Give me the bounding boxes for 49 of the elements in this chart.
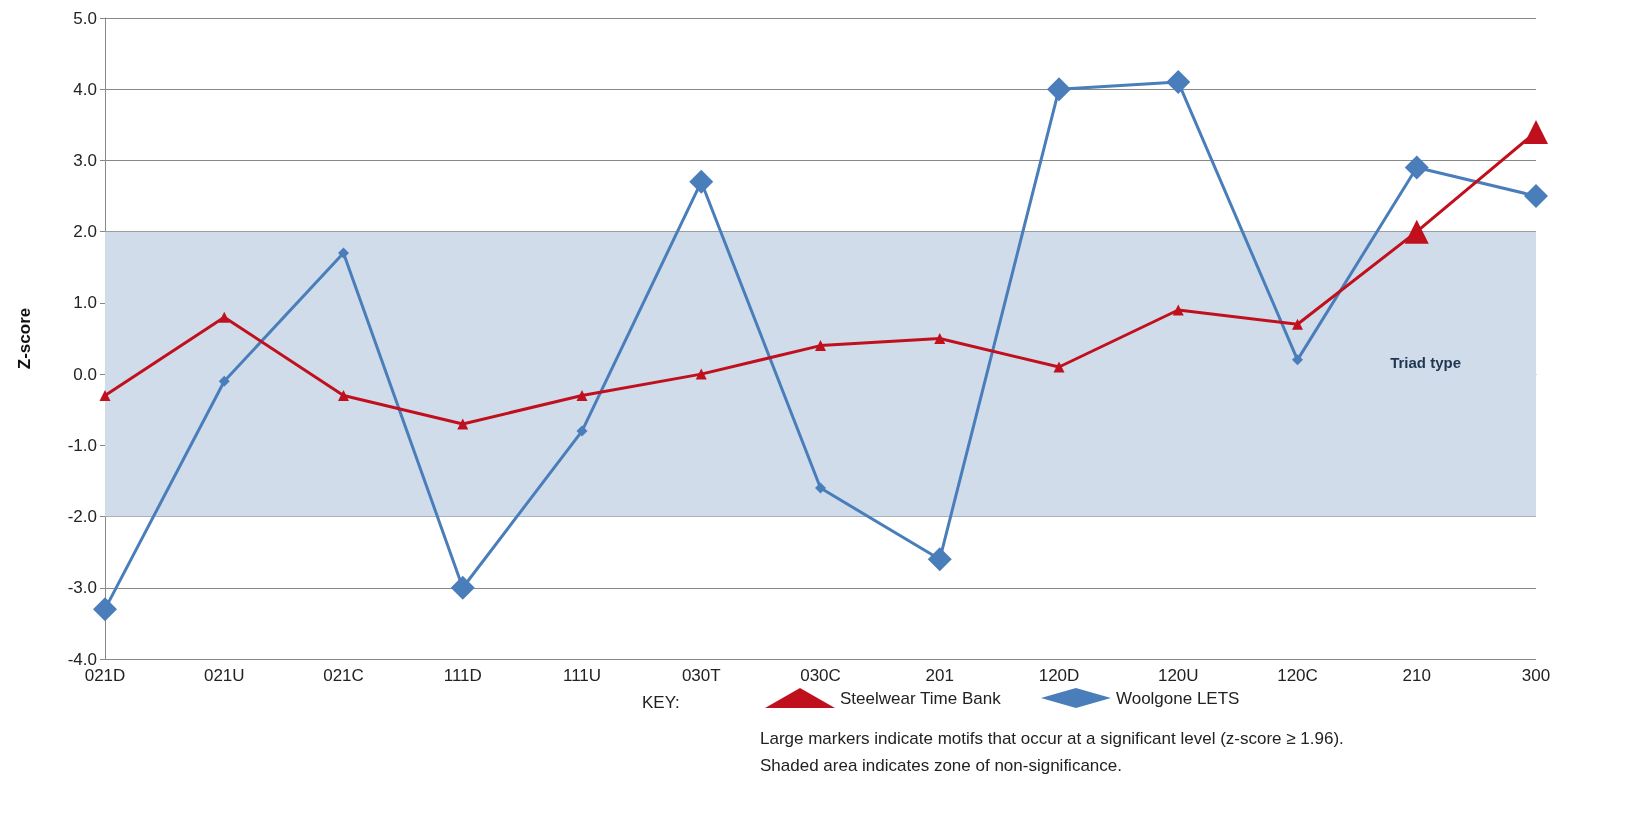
x-tick-label: 021C — [323, 666, 364, 685]
y-tick-label: 5.0 — [73, 8, 97, 28]
point — [93, 597, 117, 622]
y-tick-label: -2.0 — [67, 507, 97, 527]
x-tick-label: 030C — [800, 666, 841, 685]
point — [695, 368, 707, 380]
y-tick-label: 4.0 — [73, 79, 97, 99]
point — [99, 389, 111, 401]
point — [1524, 184, 1548, 209]
point — [815, 340, 826, 352]
x-tick-label: 210 — [1402, 666, 1431, 685]
point — [1047, 77, 1071, 102]
point — [1166, 70, 1191, 95]
x-tick-label: 111U — [562, 666, 602, 685]
x-tick-label: 030T — [681, 666, 721, 685]
point — [457, 418, 469, 430]
point — [1053, 361, 1065, 373]
x-tick-label: 201 — [925, 666, 954, 685]
point — [338, 389, 349, 401]
x-tick-label: 111D — [443, 666, 482, 685]
y-tick-label: 3.0 — [73, 150, 97, 170]
legend-label: Steelwear Time Bank — [840, 688, 1002, 708]
text: Shaded area indicates zone of non-significance. — [760, 756, 1122, 775]
point — [689, 169, 714, 194]
point — [1292, 318, 1303, 330]
x-tick-label: 300 — [1521, 666, 1551, 685]
x-axis-title: Triad type — [1390, 354, 1461, 371]
y-tick-label: -4.0 — [67, 649, 97, 669]
point — [218, 311, 230, 323]
y-tick-label: -1.0 — [67, 435, 97, 455]
x-tick-label: 120D — [1038, 666, 1080, 685]
y-tick-label: 0.0 — [73, 364, 97, 384]
point — [1172, 304, 1184, 316]
y-axis-title: Z-score — [15, 307, 34, 370]
point — [934, 333, 946, 344]
x-tick-label: 021D — [84, 666, 126, 685]
y-tick-label: 1.0 — [73, 293, 97, 313]
text: Large markers indicate motifs that occur at a significant level (z-score ≥ 1.96). — [760, 729, 1344, 748]
y-tick-label: -3.0 — [67, 578, 97, 598]
point — [450, 575, 475, 600]
x-tick-label: 021U — [203, 666, 245, 685]
point — [927, 547, 952, 572]
y-tick-label: 2.0 — [73, 222, 97, 242]
point — [1404, 155, 1429, 180]
x-tick-label: 120U — [1157, 666, 1199, 685]
x-tick-label: 120C — [1277, 666, 1318, 685]
point — [576, 389, 588, 401]
legend-title: KEY: — [642, 693, 680, 712]
legend-label: Woolgone LETS — [1115, 688, 1240, 708]
